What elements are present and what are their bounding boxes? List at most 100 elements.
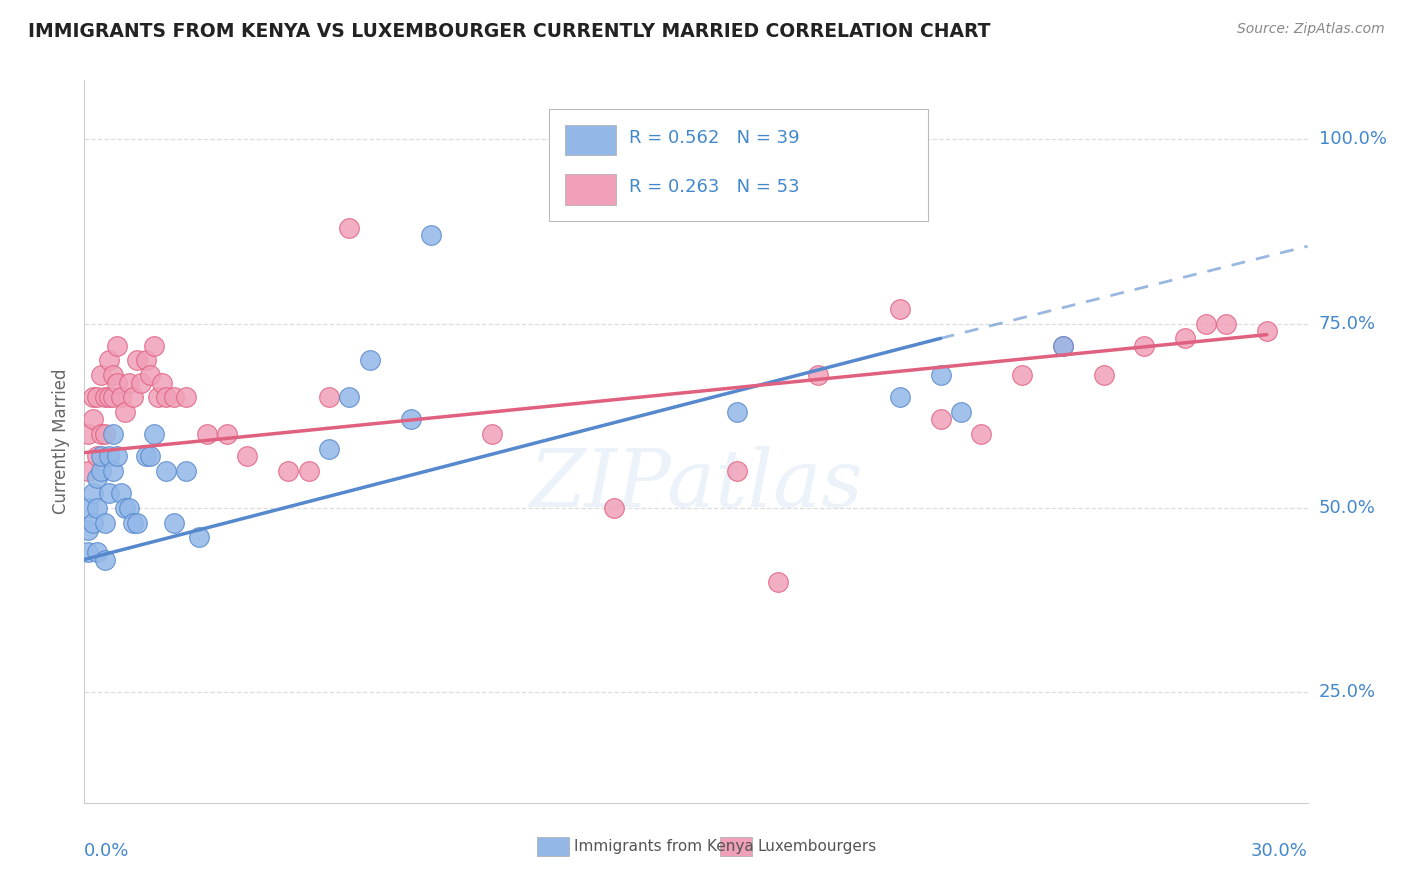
Point — [807, 368, 830, 383]
Text: 25.0%: 25.0% — [1319, 683, 1376, 701]
Point — [77, 464, 100, 478]
Point — [150, 376, 173, 390]
Point — [298, 464, 321, 478]
Point — [1133, 339, 1156, 353]
Point — [725, 405, 748, 419]
Point — [110, 390, 132, 404]
Point — [142, 427, 165, 442]
Text: 50.0%: 50.0% — [1319, 499, 1375, 516]
Point — [114, 405, 136, 419]
Text: R = 0.263   N = 53: R = 0.263 N = 53 — [628, 178, 800, 196]
Point — [217, 427, 239, 442]
Point — [97, 353, 120, 368]
Point — [90, 368, 112, 383]
Point — [1215, 317, 1237, 331]
Text: IMMIGRANTS FROM KENYA VS LUXEMBOURGER CURRENTLY MARRIED CORRELATION CHART: IMMIGRANTS FROM KENYA VS LUXEMBOURGER CU… — [28, 22, 991, 41]
Point — [97, 390, 120, 404]
Point — [195, 427, 218, 442]
FancyBboxPatch shape — [537, 838, 569, 856]
Point — [135, 450, 157, 464]
Point — [77, 500, 100, 515]
Point — [86, 471, 108, 485]
Point — [339, 220, 361, 235]
Point — [929, 368, 952, 383]
Point — [138, 450, 160, 464]
Point — [1174, 331, 1197, 345]
Point — [82, 390, 104, 404]
Y-axis label: Currently Married: Currently Married — [52, 368, 70, 515]
Point — [318, 442, 340, 456]
Point — [359, 353, 381, 368]
Point — [1052, 339, 1074, 353]
Text: 0.0%: 0.0% — [84, 842, 129, 860]
Point — [399, 412, 422, 426]
Point — [110, 486, 132, 500]
Point — [97, 486, 120, 500]
Text: Luxembourgers: Luxembourgers — [758, 838, 876, 854]
Point — [889, 301, 911, 316]
Point — [420, 228, 443, 243]
Point — [163, 390, 186, 404]
Point — [127, 516, 149, 530]
Text: ZIPatlas: ZIPatlas — [529, 446, 863, 524]
Text: 30.0%: 30.0% — [1251, 842, 1308, 860]
Point — [77, 427, 100, 442]
Text: 100.0%: 100.0% — [1319, 130, 1386, 148]
Point — [122, 390, 145, 404]
Point — [766, 574, 789, 589]
Point — [174, 464, 197, 478]
Point — [339, 390, 361, 404]
FancyBboxPatch shape — [565, 125, 616, 155]
Point — [174, 390, 197, 404]
Point — [93, 552, 115, 566]
Point — [155, 390, 177, 404]
Point — [1195, 317, 1218, 331]
Text: Source: ZipAtlas.com: Source: ZipAtlas.com — [1237, 22, 1385, 37]
Point — [101, 464, 124, 478]
Point — [155, 464, 177, 478]
Point — [889, 390, 911, 404]
Point — [127, 353, 149, 368]
Point — [93, 390, 115, 404]
Point — [90, 427, 112, 442]
Point — [138, 368, 160, 383]
FancyBboxPatch shape — [565, 174, 616, 204]
Point — [86, 450, 108, 464]
Point — [86, 545, 108, 559]
Point — [93, 427, 115, 442]
Point — [970, 427, 993, 442]
Point — [236, 450, 259, 464]
Point — [1052, 339, 1074, 353]
Point — [86, 390, 108, 404]
Point — [131, 376, 153, 390]
Point — [122, 516, 145, 530]
Point — [481, 427, 503, 442]
Point — [77, 545, 100, 559]
Point — [114, 500, 136, 515]
Point — [105, 339, 128, 353]
Point — [135, 353, 157, 368]
Point — [93, 516, 115, 530]
Point — [318, 390, 340, 404]
Point — [118, 376, 141, 390]
Point — [90, 464, 112, 478]
Point — [277, 464, 299, 478]
Point — [105, 376, 128, 390]
Point — [82, 412, 104, 426]
Point — [1256, 324, 1278, 338]
Text: 75.0%: 75.0% — [1319, 315, 1376, 333]
Point — [118, 500, 141, 515]
Point — [77, 523, 100, 537]
Point — [101, 427, 124, 442]
Point — [82, 516, 104, 530]
Point — [163, 516, 186, 530]
Text: Immigrants from Kenya: Immigrants from Kenya — [574, 838, 754, 854]
Point — [1011, 368, 1033, 383]
Point — [950, 405, 973, 419]
Point — [101, 390, 124, 404]
Point — [101, 368, 124, 383]
Point — [1092, 368, 1115, 383]
Text: R = 0.562   N = 39: R = 0.562 N = 39 — [628, 129, 800, 147]
FancyBboxPatch shape — [550, 109, 928, 221]
Point — [929, 412, 952, 426]
